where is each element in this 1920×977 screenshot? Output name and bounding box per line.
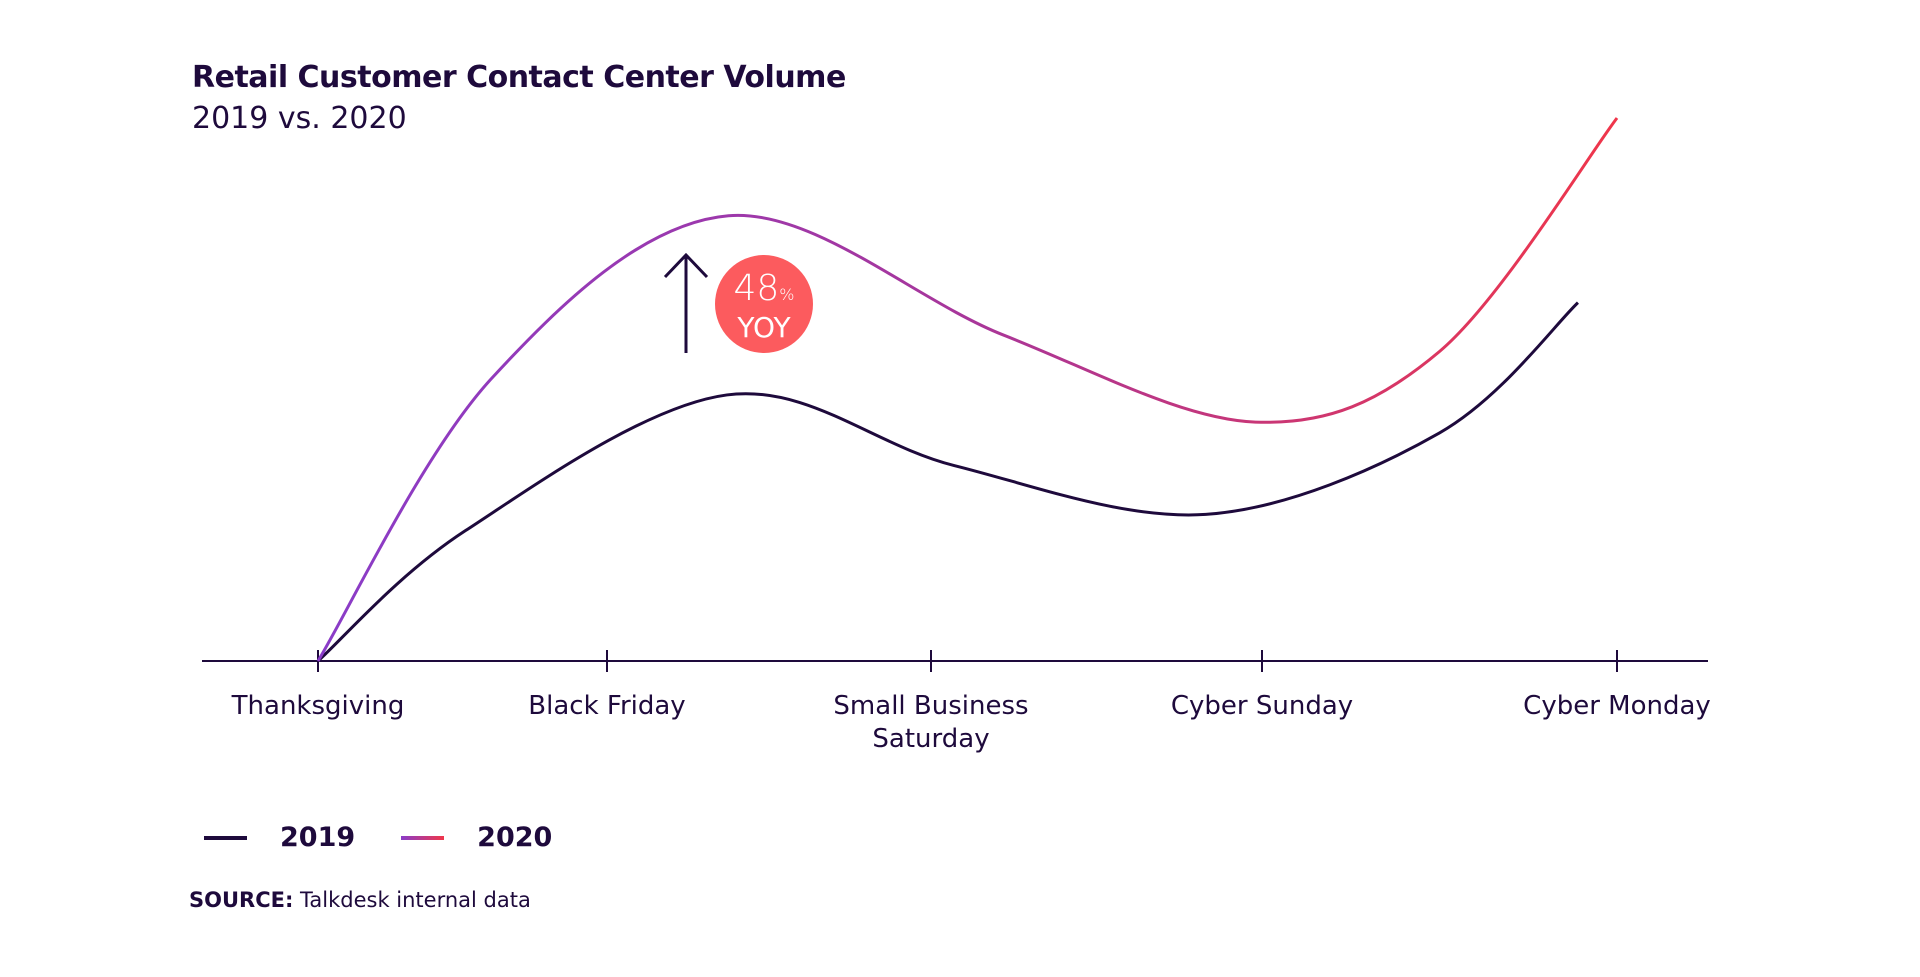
source-text: Talkdesk internal data <box>300 888 531 912</box>
x-tick-label-line: Thanksgiving <box>231 691 405 721</box>
x-tick-label: Cyber Monday <box>1523 690 1711 723</box>
yoy-unit: % <box>779 285 795 304</box>
yoy-label: YOY <box>737 311 791 344</box>
legend-label-2020: 2020 <box>477 822 553 853</box>
up-arrow-icon <box>663 252 709 353</box>
yoy-badge: 48% YOY <box>715 255 813 353</box>
legend-swatch-2019 <box>204 835 247 840</box>
x-tick-label-line: Small Business <box>833 691 1029 721</box>
series-line-2019 <box>317 301 1579 663</box>
chart-title: Retail Customer Contact Center Volume <box>192 60 846 95</box>
series-line-2020 <box>316 117 1619 662</box>
x-tick-label: Small Business Saturday <box>833 690 1028 756</box>
x-tick-label-line: Black Friday <box>528 691 686 721</box>
x-tick-label-line: Cyber Sunday <box>1170 691 1354 721</box>
x-tick-label: Black Friday <box>528 690 685 723</box>
source-label: SOURCE: <box>189 888 294 912</box>
x-tick-label: Thanksgiving <box>232 690 405 723</box>
x-tick-label-line: Saturday <box>872 724 990 754</box>
x-tick-label: Cyber Sunday <box>1171 690 1353 723</box>
legend-label-2019: 2019 <box>280 822 356 853</box>
legend: 2019 2020 <box>204 822 598 853</box>
yoy-value: 48 <box>733 268 780 309</box>
legend-swatch-2020 <box>401 835 445 840</box>
source-note: SOURCE: Talkdesk internal data <box>189 888 531 912</box>
chart-subtitle: 2019 vs. 2020 <box>192 101 407 136</box>
x-tick-label-line: Cyber Monday <box>1523 691 1711 721</box>
